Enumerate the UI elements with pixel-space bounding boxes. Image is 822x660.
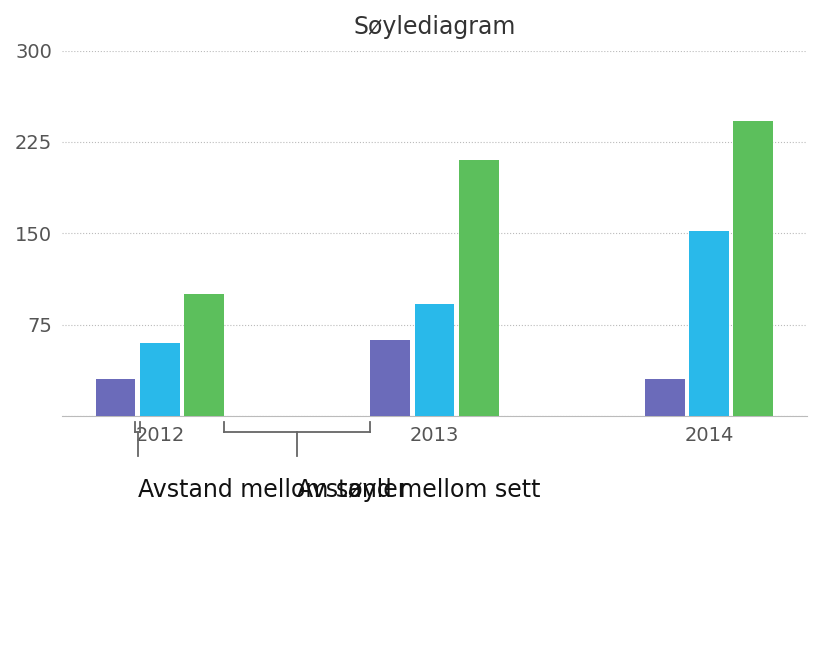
Bar xyxy=(645,379,685,416)
Bar xyxy=(184,294,224,416)
Text: Avstand mellom sett: Avstand mellom sett xyxy=(298,478,541,502)
Bar xyxy=(414,304,455,416)
Bar xyxy=(96,379,136,416)
Bar xyxy=(140,343,180,416)
Bar xyxy=(459,160,499,416)
Bar xyxy=(733,121,774,416)
Title: Søylediagram: Søylediagram xyxy=(353,15,515,39)
Bar xyxy=(689,231,729,416)
Bar xyxy=(371,341,410,416)
Text: Avstand mellom søyler: Avstand mellom søyler xyxy=(138,478,407,502)
